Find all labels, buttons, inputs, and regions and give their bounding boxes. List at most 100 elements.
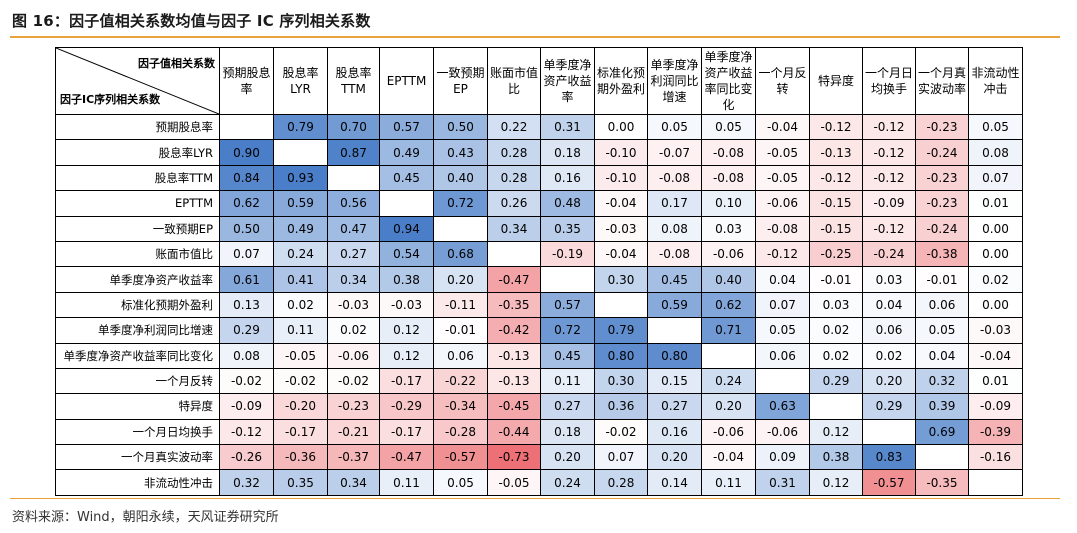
value-corr-cell: 0.34 (327, 266, 380, 293)
diagonal-cell (219, 113, 274, 141)
ic-corr-cell: -0.24 (915, 215, 969, 242)
ic-corr-cell: 0.07 (755, 291, 810, 319)
value-corr-cell: -0.47 (379, 444, 434, 471)
ic-corr-cell: 0.17 (647, 190, 702, 217)
value-corr-cell: -0.06 (755, 418, 810, 446)
ic-corr-cell: -0.12 (862, 164, 916, 192)
value-corr-cell: 0.12 (379, 317, 434, 344)
value-corr-cell: -0.13 (487, 342, 541, 369)
ic-corr-cell: -0.06 (755, 190, 810, 217)
ic-corr-cell: -0.04 (755, 113, 810, 141)
value-corr-cell: 0.12 (809, 418, 863, 446)
value-corr-cell: -0.06 (327, 342, 380, 369)
table-row: 一个月反转 -0.02 -0.02 -0.02 -0.17 -0.22 -0.13 0.11 0… (55, 367, 1023, 395)
ic-corr-cell: 0.07 (968, 164, 1023, 192)
ic-corr-cell: 0.22 (487, 113, 541, 141)
value-corr-cell: -0.06 (701, 418, 756, 446)
value-corr-cell: 0.02 (327, 317, 380, 344)
ic-corr-cell: 0.87 (327, 139, 380, 166)
column-header: 特异度 (809, 47, 863, 115)
ic-corr-cell: -0.24 (862, 240, 916, 268)
value-corr-cell: 0.20 (647, 444, 702, 471)
value-corr-cell: 0.79 (594, 317, 648, 344)
column-header: 一个月真实波动率 (915, 47, 969, 115)
ic-corr-cell: -0.09 (968, 393, 1023, 420)
column-header: 一个月反转 (755, 47, 810, 115)
value-corr-cell: -0.47 (487, 266, 541, 293)
row-label: 一个月日均换手 (55, 418, 220, 446)
ic-corr-cell: 0.29 (809, 367, 863, 395)
column-header: 一致预期EP (433, 47, 488, 115)
ic-corr-cell: 0.35 (540, 215, 595, 242)
value-corr-cell: 0.20 (540, 444, 595, 471)
ic-corr-cell: -0.12 (862, 113, 916, 141)
row-label: 单季度净资产收益率同比变化 (55, 342, 220, 369)
ic-corr-cell: -0.12 (862, 139, 916, 166)
table-row: 标准化预期外盈利 0.13 0.02 -0.03 -0.03 -0.11 -0.35 0.57… (55, 291, 1023, 319)
value-corr-cell: -0.22 (433, 367, 488, 395)
value-corr-cell: 0.45 (540, 342, 595, 369)
table-row: 一个月日均换手 -0.12 -0.17 -0.21 -0.17 -0.28 -0.44 0.1… (55, 418, 1023, 446)
table-row: 特异度 -0.09 -0.20 -0.23 -0.29 -0.34 -0.45 0.27 0.3… (55, 393, 1023, 420)
value-corr-cell: 0.11 (701, 469, 756, 496)
row-label: 一个月反转 (55, 367, 220, 395)
corner-label-ic-corr: 因子IC序列相关系数 (60, 93, 161, 106)
table-row: 一个月真实波动率 -0.26 -0.36 -0.37 -0.47 -0.57 -0.73 0.… (55, 444, 1023, 471)
value-corr-cell: 0.38 (809, 444, 863, 471)
column-header: 一个月日均换手 (862, 47, 916, 115)
value-corr-cell: 0.28 (594, 469, 648, 496)
ic-corr-cell: 0.00 (968, 240, 1023, 268)
ic-corr-cell: 0.00 (968, 291, 1023, 319)
row-label: 特异度 (55, 393, 220, 420)
table-row: 股息率TTM 0.84 0.93 0.45 0.40 0.28 0.16 -0.10 -0.08… (55, 164, 1023, 192)
diagonal-cell (809, 393, 863, 420)
value-corr-cell: 0.09 (755, 444, 810, 471)
value-corr-cell: 0.61 (219, 266, 274, 293)
column-header: 单季度净资产收益率同比变化 (701, 47, 756, 115)
value-corr-cell: 0.07 (219, 240, 274, 268)
ic-corr-cell: 0.28 (487, 164, 541, 192)
value-corr-cell: 0.27 (327, 240, 380, 268)
column-header: 标准化预期外盈利 (594, 47, 648, 115)
value-corr-cell: -0.09 (219, 393, 274, 420)
value-corr-cell: -0.57 (862, 469, 916, 496)
ic-corr-cell: -0.07 (647, 139, 702, 166)
ic-corr-cell: 0.57 (379, 113, 434, 141)
value-corr-cell: -0.13 (487, 367, 541, 395)
value-corr-cell: -0.44 (487, 418, 541, 446)
ic-corr-cell: -0.05 (755, 164, 810, 192)
value-corr-cell: -0.05 (487, 469, 541, 496)
value-corr-cell: -0.05 (273, 342, 328, 369)
ic-corr-cell: -0.04 (594, 240, 648, 268)
row-label: 预期股息率 (55, 113, 220, 141)
value-corr-cell: -0.34 (433, 393, 488, 420)
value-corr-cell: 0.27 (540, 393, 595, 420)
ic-corr-cell: 0.00 (594, 113, 648, 141)
ic-corr-cell: -0.01 (915, 266, 969, 293)
ic-corr-cell: -0.12 (755, 240, 810, 268)
value-corr-cell: 0.34 (327, 469, 380, 496)
ic-corr-cell: -0.05 (755, 139, 810, 166)
ic-corr-cell: 0.69 (915, 418, 969, 446)
ic-corr-cell: 0.05 (701, 113, 756, 141)
ic-corr-cell: 0.28 (487, 139, 541, 166)
value-corr-cell: -0.03 (327, 291, 380, 319)
value-corr-cell: 0.15 (647, 367, 702, 395)
ic-corr-cell: -0.24 (915, 139, 969, 166)
value-corr-cell: 0.56 (327, 190, 380, 217)
value-corr-cell: -0.02 (594, 418, 648, 446)
ic-corr-cell: -0.08 (701, 139, 756, 166)
diagonal-cell (968, 469, 1023, 496)
value-corr-cell: 0.31 (755, 469, 810, 496)
value-corr-cell: -0.21 (327, 418, 380, 446)
ic-corr-cell: 0.02 (968, 266, 1023, 293)
header-row: 因子值相关系数 因子IC序列相关系数 预期股息率 股息率LYR 股息率TTM EPTT… (55, 47, 1023, 115)
ic-corr-cell: -0.23 (915, 190, 969, 217)
ic-corr-cell: 0.50 (433, 113, 488, 141)
value-corr-cell: -0.01 (433, 317, 488, 344)
value-corr-cell: 0.14 (647, 469, 702, 496)
column-header: 账面市值比 (487, 47, 541, 115)
ic-corr-cell: 0.79 (273, 113, 328, 141)
value-corr-cell: -0.37 (327, 444, 380, 471)
value-corr-cell: 0.12 (809, 469, 863, 496)
